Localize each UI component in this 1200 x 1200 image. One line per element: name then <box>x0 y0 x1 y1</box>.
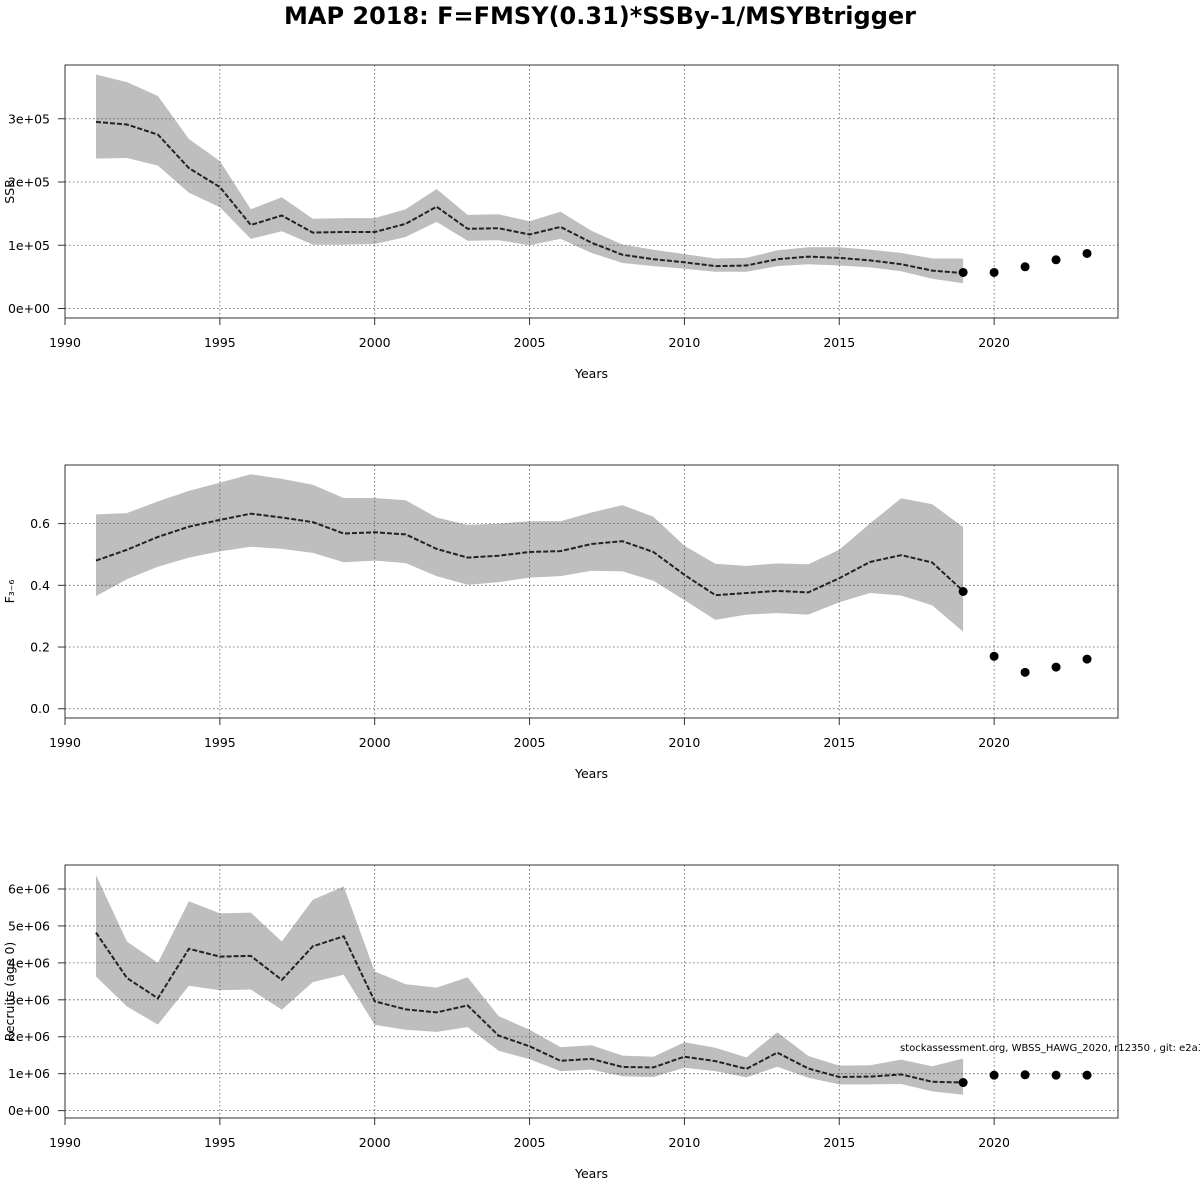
y-axis-title: SSB <box>2 179 17 203</box>
projection-point <box>989 1070 999 1080</box>
y-tick-label: 0.2 <box>30 640 50 655</box>
y-tick-label: 6e+06 <box>8 882 50 897</box>
x-tick-label: 1995 <box>204 1135 236 1150</box>
projection-point <box>1020 1070 1030 1080</box>
projection-point <box>1051 255 1061 265</box>
x-tick-label: 2005 <box>514 335 546 350</box>
x-tick-label: 2010 <box>669 735 701 750</box>
x-tick-label: 2000 <box>359 335 391 350</box>
x-tick-label: 2015 <box>823 735 855 750</box>
panels: 1990 1995 2000 2005 2010 2015 2020 0e+00 1e+05 2e… <box>2 64 1119 1181</box>
projection-point <box>1020 262 1030 272</box>
confidence-band <box>96 74 964 284</box>
credit-text: stockassessment.org, WBSS_HAWG_2020, r12… <box>900 1043 1200 1054</box>
projection-point <box>958 1078 968 1088</box>
x-axis-title: Years <box>574 766 608 781</box>
x-tick-label: 2020 <box>978 1135 1010 1150</box>
x-tick-label: 1995 <box>204 335 236 350</box>
x-tick-label: 2005 <box>514 735 546 750</box>
projection-point <box>1020 667 1030 677</box>
x-tick-label: 2020 <box>978 735 1010 750</box>
x-tick-label: 2015 <box>823 1135 855 1150</box>
y-tick-label: 1e+05 <box>8 238 50 253</box>
x-tick-label: 2015 <box>823 335 855 350</box>
plot-frame <box>64 864 1119 1119</box>
y-tick-label: 0.4 <box>30 578 50 593</box>
estimate-line <box>95 932 964 1084</box>
projection-point <box>989 267 999 277</box>
y-axis-title: Recruits (age 0) <box>2 942 17 1042</box>
panel-2: 1990 1995 2000 2005 2010 2015 2020 0.0 0.2 0.4 0.6… <box>2 464 1119 781</box>
y-tick-label: 2e+06 <box>8 1029 50 1044</box>
x-tick-label: 2005 <box>514 1135 546 1150</box>
y-tick-label: 0.6 <box>30 516 50 531</box>
projection-point <box>958 587 968 596</box>
panel-1: 1990 1995 2000 2005 2010 2015 2020 0e+00 1e+05 2e… <box>2 64 1119 381</box>
projection-point <box>1051 662 1061 672</box>
plot-frame <box>64 464 1119 719</box>
x-tick-label: 2000 <box>359 1135 391 1150</box>
panel-3: 1990 1995 2000 2005 2010 2015 2020 0e+00 1e+06 2e… <box>2 864 1119 1181</box>
confidence-band <box>96 875 964 1095</box>
y-tick-label: 0.0 <box>30 701 50 716</box>
y-tick-label: 3e+05 <box>8 111 50 126</box>
x-tick-label: 2010 <box>669 335 701 350</box>
projection-point <box>1082 248 1092 258</box>
y-tick-label: 3e+06 <box>8 992 50 1007</box>
plot-frame <box>64 64 1119 319</box>
x-tick-label: 1990 <box>49 1135 81 1150</box>
estimate-line <box>95 120 964 275</box>
y-tick-label: 0e+00 <box>8 301 50 316</box>
figure-title: MAP 2018: F=FMSY(0.31)*SSBy-1/MSYBtrigge… <box>284 2 916 30</box>
y-axis-title: F₃₋₆ <box>2 580 17 604</box>
x-tick-label: 1995 <box>204 735 236 750</box>
projection-point <box>958 267 968 277</box>
x-tick-label: 2020 <box>978 335 1010 350</box>
x-axis-title: Years <box>574 1166 608 1181</box>
x-tick-label: 2000 <box>359 735 391 750</box>
x-tick-label: 1990 <box>49 735 81 750</box>
projection-point <box>989 651 999 661</box>
y-tick-label: 4e+06 <box>8 955 50 970</box>
projection-point <box>1082 654 1092 664</box>
y-tick-label: 2e+05 <box>8 175 50 190</box>
projection-point <box>1082 1070 1092 1080</box>
x-tick-label: 2010 <box>669 1135 701 1150</box>
estimate-line <box>95 512 964 597</box>
y-tick-label: 1e+06 <box>8 1066 50 1081</box>
y-tick-label: 0e+00 <box>8 1103 50 1118</box>
projection-point <box>1051 1070 1061 1080</box>
x-tick-label: 1990 <box>49 335 81 350</box>
x-axis-title: Years <box>574 366 608 381</box>
y-tick-label: 5e+06 <box>8 918 50 933</box>
